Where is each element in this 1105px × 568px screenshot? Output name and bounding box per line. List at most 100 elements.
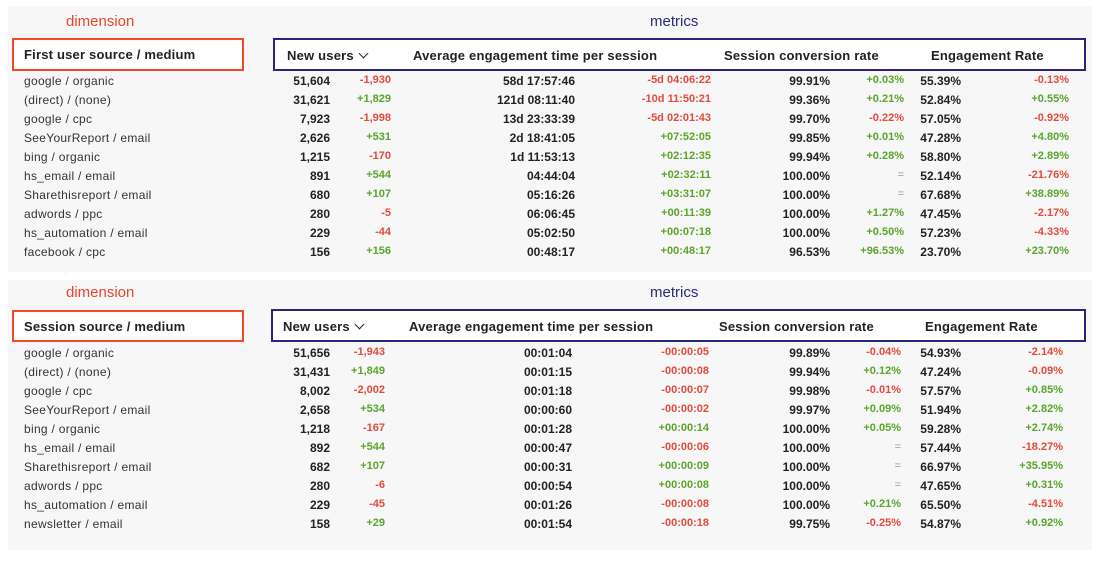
engagement-rate-header[interactable]: Engagement Rate	[925, 319, 1038, 334]
table-row[interactable]: hs_automation / email 229 -44 05:02:50 +00:0…	[8, 224, 1092, 243]
table-row[interactable]: google / organic 51,604 -1,930 58d 17:57:46…	[8, 72, 1092, 91]
metrics-header-box: New users Average engagement time per se…	[273, 38, 1086, 71]
conversion-rate-value: 99.91%	[789, 74, 830, 88]
new-users-header[interactable]: New users	[287, 48, 369, 63]
table-row[interactable]: SeeYourReport / email 2,658 +534 00:00:60 -0…	[8, 401, 1092, 420]
dimension-cell: bing / organic	[24, 150, 101, 164]
conversion-rate-change: +0.50%	[866, 226, 904, 238]
conversion-rate-value: 99.94%	[789, 365, 830, 379]
engagement-rate-value: 58.80%	[920, 150, 961, 164]
new-users-change: -1,998	[359, 112, 391, 124]
engagement-rate-change: +4.80%	[1031, 131, 1069, 143]
table-row[interactable]: (direct) / (none) 31,621 +1,829 121d 08:11:…	[8, 91, 1092, 110]
new-users-change: -170	[368, 150, 391, 162]
engagement-rate-value: 59.28%	[920, 422, 961, 436]
avg-engagement-header[interactable]: Average engagement time per session	[413, 48, 658, 63]
conversion-rate-value: 100.00%	[782, 226, 830, 240]
conversion-rate-change: +0.28%	[866, 150, 904, 162]
new-users-change: +107	[360, 460, 385, 472]
table-row[interactable]: adwords / ppc 280 -5 06:06:45 +00:11:39 100.0…	[8, 205, 1092, 224]
new-users-change: +531	[366, 131, 391, 143]
new-users-value: 680	[309, 188, 330, 202]
avg-engagement-change: -00:00:06	[661, 441, 709, 453]
conversion-rate-change: +0.12%	[863, 365, 901, 377]
table-row[interactable]: google / organic 51,656 -1,943 00:01:04 -00:…	[8, 344, 1092, 363]
engagement-rate-value: 52.14%	[920, 169, 961, 183]
avg-engagement-change: +00:07:18	[660, 226, 711, 238]
table-row[interactable]: hs_email / email 892 +544 00:00:47 -00:00:06…	[8, 439, 1092, 458]
avg-engagement-value: 13d 23:33:39	[502, 112, 575, 126]
engagement-rate-value: 47.45%	[920, 207, 961, 221]
conversion-rate-value: 99.75%	[789, 517, 830, 531]
metrics-annotation: metrics	[650, 13, 699, 30]
table-row[interactable]: google / cpc 8,002 -2,002 00:01:18 -00:00:07…	[8, 382, 1092, 401]
table-row[interactable]: Sharethisreport / email 680 +107 05:16:26 +0…	[8, 186, 1092, 205]
avg-engagement-change: +00:00:09	[658, 460, 709, 472]
avg-engagement-header[interactable]: Average engagement time per session	[409, 319, 654, 334]
conversion-rate-change: =	[894, 460, 901, 472]
avg-engagement-change: -00:00:08	[661, 498, 709, 510]
conversion-rate-change: -0.04%	[866, 346, 901, 358]
new-users-change: +107	[366, 188, 391, 200]
avg-engagement-value: 05:16:26	[526, 188, 575, 202]
new-users-value: 51,656	[293, 346, 330, 360]
engagement-rate-value: 54.87%	[920, 517, 961, 531]
avg-engagement-value: 00:00:31	[523, 460, 572, 474]
dimension-header[interactable]: Session source / medium	[24, 319, 186, 334]
table-row[interactable]: (direct) / (none) 31,431 +1,849 00:01:15 -00…	[8, 363, 1092, 382]
dimension-cell: hs_automation / email	[24, 226, 148, 240]
dimension-header[interactable]: First user source / medium	[24, 47, 196, 62]
conversion-rate-value: 99.97%	[789, 403, 830, 417]
table-row[interactable]: Sharethisreport / email 682 +107 00:00:31 +0…	[8, 458, 1092, 477]
conversion-rate-change: +0.09%	[863, 403, 901, 415]
new-users-value: 156	[309, 245, 330, 259]
table-row[interactable]: newsletter / email 158 +29 00:01:54 -00:00:1…	[8, 515, 1092, 534]
dimension-cell: adwords / ppc	[24, 479, 103, 493]
table-row[interactable]: google / cpc 7,923 -1,998 13d 23:33:39 -5d 0…	[8, 110, 1092, 129]
conversion-rate-header[interactable]: Session conversion rate	[719, 319, 874, 334]
conversion-rate-change: -0.01%	[866, 384, 901, 396]
avg-engagement-value: 2d 18:41:05	[509, 131, 575, 145]
engagement-rate-header[interactable]: Engagement Rate	[931, 48, 1044, 63]
conversion-rate-header[interactable]: Session conversion rate	[724, 48, 879, 63]
avg-engagement-change: -00:00:18	[661, 517, 709, 529]
conversion-rate-value: 100.00%	[782, 498, 830, 512]
table-row[interactable]: SeeYourReport / email 2,626 +531 2d 18:41:0…	[8, 129, 1092, 148]
new-users-header[interactable]: New users	[283, 319, 365, 334]
avg-engagement-change: -00:00:07	[661, 384, 709, 396]
conversion-rate-change: +0.21%	[863, 498, 901, 510]
engagement-rate-change: -0.09%	[1028, 365, 1063, 377]
table-row[interactable]: hs_automation / email 229 -45 00:01:26 -00:0…	[8, 496, 1092, 515]
table-row[interactable]: hs_email / email 891 +544 04:44:04 +02:32:11…	[8, 167, 1092, 186]
table-row[interactable]: bing / organic 1,215 -170 1d 11:53:13 +02:12…	[8, 148, 1092, 167]
engagement-rate-value: 54.93%	[920, 346, 961, 360]
engagement-rate-change: -4.51%	[1028, 498, 1063, 510]
avg-engagement-change: -00:00:08	[661, 365, 709, 377]
table-row[interactable]: adwords / ppc 280 -6 00:00:54 +00:00:08 100.0…	[8, 477, 1092, 496]
conversion-rate-change: +96.53%	[860, 245, 904, 257]
conversion-rate-value: 100.00%	[782, 169, 830, 183]
new-users-change: +1,829	[357, 93, 391, 105]
table-row[interactable]: facebook / cpc 156 +156 00:48:17 +00:48:17 96…	[8, 243, 1092, 262]
avg-engagement-value: 00:01:04	[523, 346, 572, 360]
avg-engagement-change: +02:12:35	[660, 150, 711, 162]
new-users-value: 891	[309, 169, 330, 183]
avg-engagement-change: +07:52:05	[660, 131, 711, 143]
engagement-rate-change: +2.89%	[1031, 150, 1069, 162]
avg-engagement-value: 00:01:15	[523, 365, 572, 379]
new-users-value: 682	[309, 460, 330, 474]
conversion-rate-value: 99.98%	[789, 384, 830, 398]
chevron-down-icon	[354, 319, 365, 330]
table-row[interactable]: bing / organic 1,218 -167 00:01:28 +00:00:14…	[8, 420, 1092, 439]
new-users-value: 1,215	[299, 150, 330, 164]
avg-engagement-value: 05:02:50	[526, 226, 575, 240]
conversion-rate-change: =	[894, 479, 901, 491]
engagement-rate-value: 23.70%	[920, 245, 961, 259]
avg-engagement-value: 1d 11:53:13	[510, 150, 575, 164]
new-users-value: 892	[309, 441, 330, 455]
engagement-rate-change: +0.31%	[1025, 479, 1063, 491]
conversion-rate-change: -0.22%	[869, 112, 904, 124]
engagement-rate-value: 57.23%	[920, 226, 961, 240]
metrics-annotation: metrics	[650, 284, 699, 301]
avg-engagement-value: 00:01:26	[523, 498, 572, 512]
